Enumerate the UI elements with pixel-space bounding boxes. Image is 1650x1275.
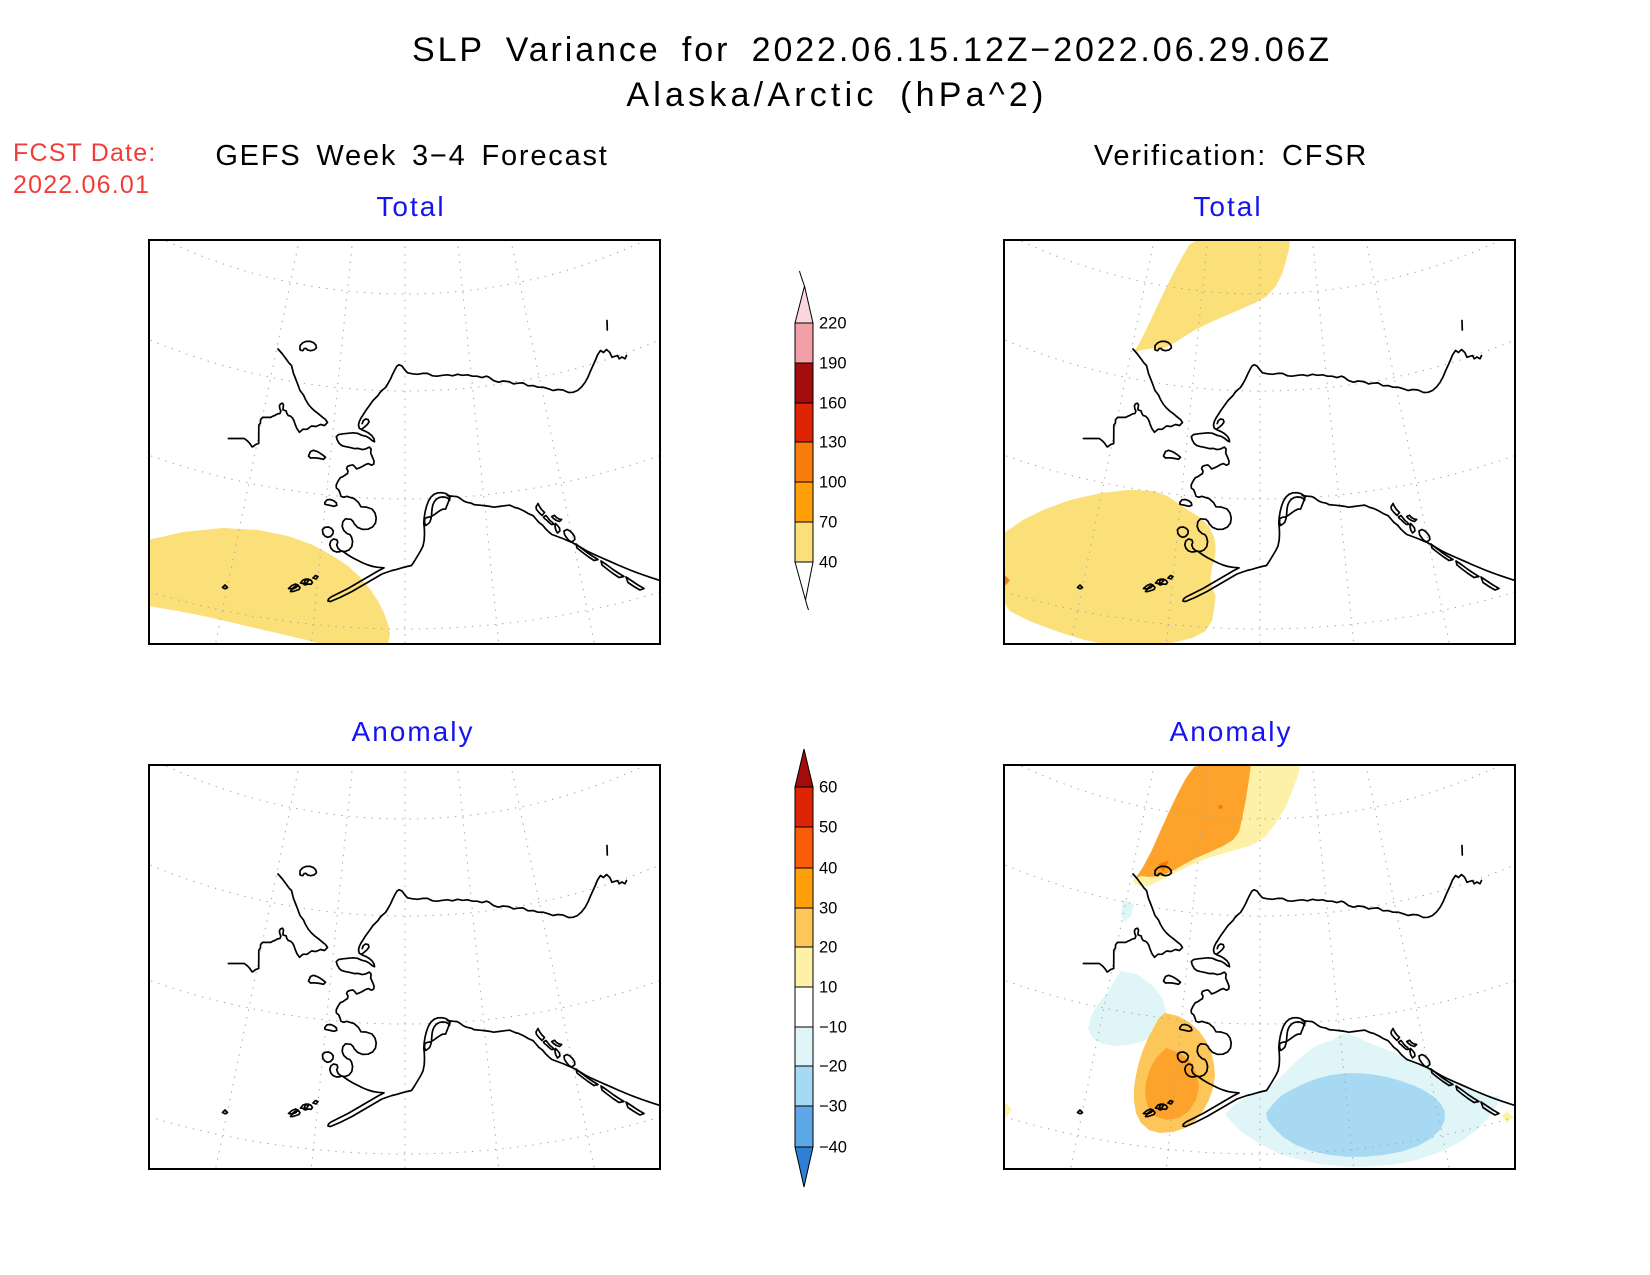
svg-text:30: 30 (819, 900, 837, 918)
svg-text:40: 40 (819, 554, 837, 572)
svg-text:70: 70 (819, 514, 837, 532)
svg-text:130: 130 (819, 434, 847, 452)
svg-text:−40: −40 (819, 1139, 847, 1157)
svg-text:50: 50 (819, 819, 837, 837)
svg-text:100: 100 (819, 474, 847, 492)
svg-text:160: 160 (819, 395, 847, 413)
svg-text:190: 190 (819, 355, 847, 373)
svg-text:−20: −20 (819, 1058, 847, 1076)
svg-text:−30: −30 (819, 1098, 847, 1116)
svg-text:−10: −10 (819, 1019, 847, 1037)
svg-text:220: 220 (819, 315, 847, 333)
svg-text:60: 60 (819, 779, 837, 797)
svg-text:10: 10 (819, 979, 837, 997)
svg-text:20: 20 (819, 939, 837, 957)
svg-text:40: 40 (819, 860, 837, 878)
